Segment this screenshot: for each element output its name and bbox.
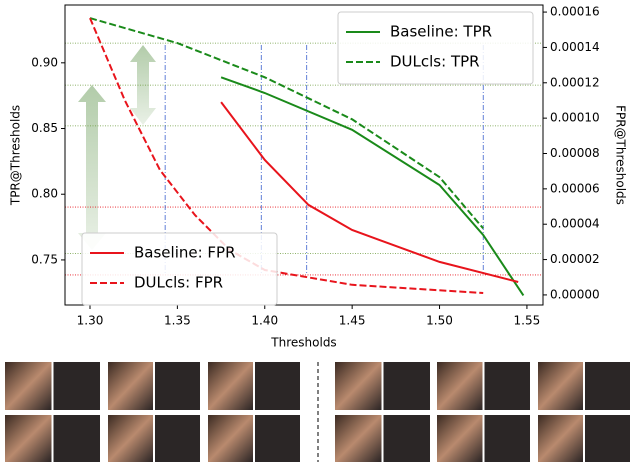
y2-tick-label: 0.00008	[550, 146, 600, 160]
face-image	[5, 362, 52, 410]
y-tick-label: 0.85	[31, 121, 58, 135]
face-image	[335, 362, 382, 410]
face-image	[53, 362, 100, 410]
y-tick-label: 0.75	[31, 252, 58, 266]
legend-label: Baseline: FPR	[134, 244, 236, 262]
face-image	[585, 415, 630, 462]
legend-label: Baseline: TPR	[390, 23, 492, 41]
line-series	[89, 17, 484, 230]
face-image	[108, 362, 153, 410]
face-image	[255, 362, 300, 410]
y2-tick-label: 0.00016	[550, 5, 600, 19]
face-image	[208, 415, 253, 462]
face-image	[208, 362, 253, 410]
line-series	[220, 76, 525, 296]
line-series	[89, 17, 484, 294]
y2-tick-label: 0.00004	[550, 217, 600, 231]
line-series	[220, 101, 519, 283]
face-image	[155, 415, 200, 462]
face-images	[5, 362, 630, 462]
y-tick-label: 0.80	[31, 187, 58, 201]
y2-tick-label: 0.00012	[550, 75, 600, 89]
x-tick-label: 1.55	[514, 314, 541, 328]
face-image	[437, 362, 483, 410]
y2-axis-label: FPR@Thresholds	[614, 105, 628, 205]
x-axis-label: Thresholds	[270, 336, 336, 350]
y2-tick-label: 0.00010	[550, 111, 600, 125]
legend-box	[337, 11, 534, 85]
x-tick-label: 1.30	[77, 314, 104, 328]
face-image	[155, 362, 200, 410]
arrows	[78, 45, 156, 250]
x-tick-label: 1.40	[251, 314, 278, 328]
legend-box	[81, 232, 278, 306]
face-image	[538, 362, 583, 410]
face-image	[5, 415, 52, 462]
face-image	[108, 415, 153, 462]
face-image	[383, 362, 430, 410]
face-image	[383, 415, 430, 462]
face-image	[53, 415, 100, 462]
face-image	[585, 362, 630, 410]
y2-tick-label: 0.00006	[550, 181, 600, 195]
x-tick-label: 1.50	[426, 314, 453, 328]
face-image	[335, 415, 382, 462]
x-tick-label: 1.35	[164, 314, 191, 328]
face-image	[484, 362, 530, 410]
y2-tick-label: 0.00014	[550, 40, 600, 54]
y-tick-label: 0.90	[31, 55, 58, 69]
y-axis-label: TPR@Thresholds	[9, 105, 23, 206]
x-tick-label: 1.45	[339, 314, 366, 328]
plot-frame	[64, 4, 544, 306]
legend-label: DULcls: TPR	[390, 53, 480, 71]
face-image	[437, 415, 483, 462]
face-image	[484, 415, 530, 462]
y2-tick-label: 0.00002	[550, 252, 600, 266]
face-image	[538, 415, 583, 462]
face-image	[255, 415, 300, 462]
legend-label: DULcls: FPR	[134, 274, 223, 292]
y2-tick-label: 0.00000	[550, 287, 600, 301]
